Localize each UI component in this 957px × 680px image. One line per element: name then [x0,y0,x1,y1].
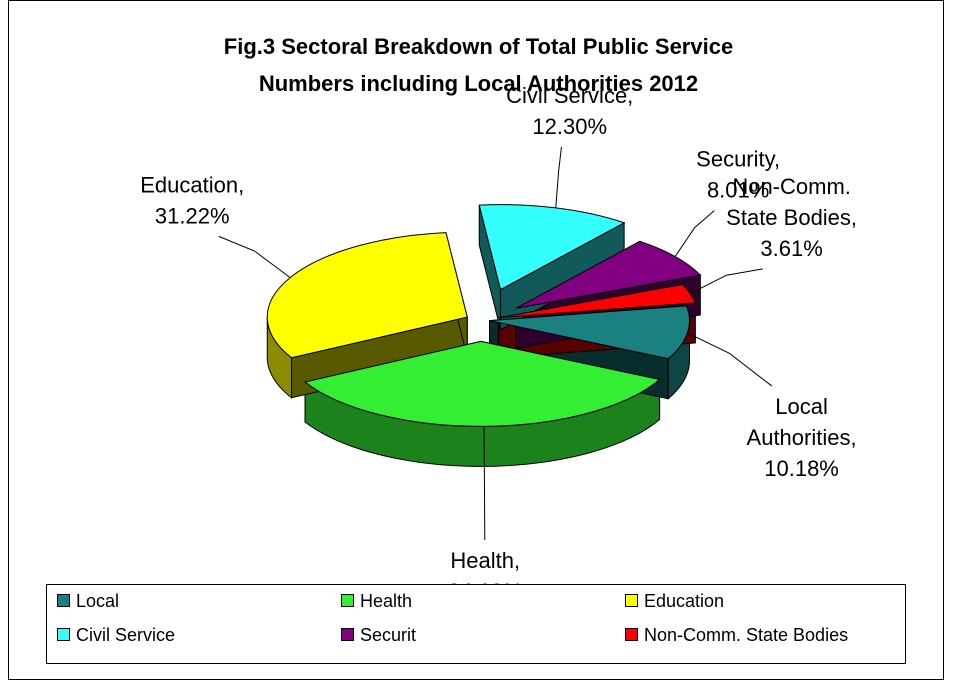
data-label-non-comm-state-bodies: Non-Comm. State Bodies, 3.61% [726,174,857,261]
chart-title-line-2: Numbers including Local Authorities 2012 [258,71,699,96]
data-label-securit: Security, 8.01% [696,147,780,203]
pie-chart: LocalAuthorities,10.18%Health,34.68%Educ… [140,83,857,604]
leader-line-securit [674,210,715,257]
legend-swatch-health [341,593,354,607]
legend-swatch-local [57,593,70,607]
slice-local [489,305,690,360]
legend: Local Health Education Civil Service Sec… [46,584,906,664]
chart-frame [8,0,944,680]
slice-health [303,340,661,427]
legend-label-non-comm: Non-Comm. State Bodies [644,625,849,645]
legend-label-civil-service: Civil Service [76,625,176,645]
legend-label-security: Securit [360,625,417,645]
legend-item-education: Education [625,591,724,612]
legend-label-local: Local [76,591,120,611]
legend-item-security: Securit [341,625,416,646]
legend-item-local: Local [57,591,119,612]
leader-line-local [687,332,773,387]
data-label-education: Education, 31.22% [140,172,244,228]
legend-label-health: Health [360,591,413,611]
data-label-civil-service: Civil Service, 12.30% [506,83,633,139]
legend-swatch-security [341,627,354,641]
legend-swatch-education [625,593,638,607]
slice-securit [515,240,702,309]
leader-line-education [218,235,291,279]
slice-non-comm-state-bodies [498,283,697,319]
legend-item-health: Health [341,591,412,612]
legend-item-civil-service: Civil Service [57,625,175,646]
leader-line-non-comm-state-bodies [689,268,763,294]
legend-swatch-non-comm [625,627,638,641]
leader-line-civil-service [555,146,562,208]
chart-title-line-1: Fig.3 Sectoral Breakdown of Total Public… [223,34,734,59]
legend-item-non-comm: Non-Comm. State Bodies [625,625,848,646]
legend-swatch-civil-service [57,627,70,641]
leader-line-health [483,426,486,540]
data-label-local: Local Authorities, 10.18% [747,394,857,481]
legend-label-education: Education [644,591,725,611]
